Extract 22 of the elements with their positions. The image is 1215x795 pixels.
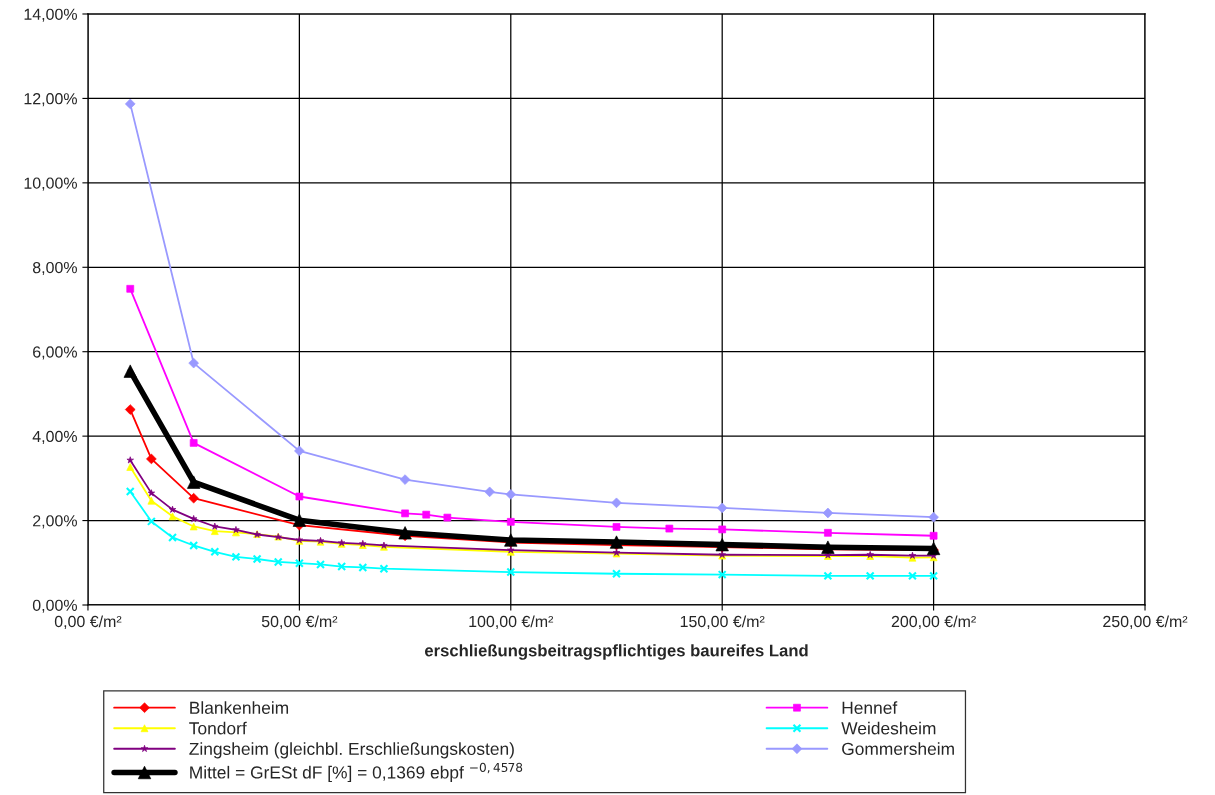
- legend-label: Zingsheim (gleichbl. Erschließungskosten): [189, 742, 514, 759]
- x-tick-label: 100,00 €/m²: [469, 615, 554, 630]
- x-tick-label: 50,00 €/m²: [261, 615, 338, 630]
- y-tick-label: 6,00%: [33, 346, 77, 360]
- y-tick-label: 14,00%: [24, 8, 77, 22]
- y-tick-label: 12,00%: [24, 93, 77, 107]
- y-tick-label: 4,00%: [32, 430, 77, 444]
- y-tick-label: 8,00%: [32, 261, 77, 276]
- x-tick-label: 0,00 €/m²: [54, 615, 122, 630]
- legend-label: Gommersheim: [842, 742, 954, 756]
- legend-label: Hennef: [842, 701, 898, 714]
- x-tick-label: 200,00 €/m²: [891, 615, 976, 630]
- legend-label: Weidesheim: [841, 721, 936, 735]
- x-axis-title: erschließungsbeitragspflichtiges baureifes Land: [424, 644, 808, 660]
- y-tick-label: 0,00%: [32, 599, 77, 613]
- legend-label: Blankenheim: [190, 701, 289, 714]
- legend-label: Tondorf: [189, 721, 247, 735]
- x-tick-label: 150,00 €/m²: [680, 615, 765, 630]
- y-tick-label: 10,00%: [24, 177, 77, 191]
- y-tick-label: 2,00%: [33, 515, 77, 529]
- x-tick-label: 250,00 €/m²: [1103, 615, 1188, 630]
- legend-label: Mittel = GrESt dF [%] = 0,1369 ebpf $^{−0,4578}$: [190, 762, 523, 783]
